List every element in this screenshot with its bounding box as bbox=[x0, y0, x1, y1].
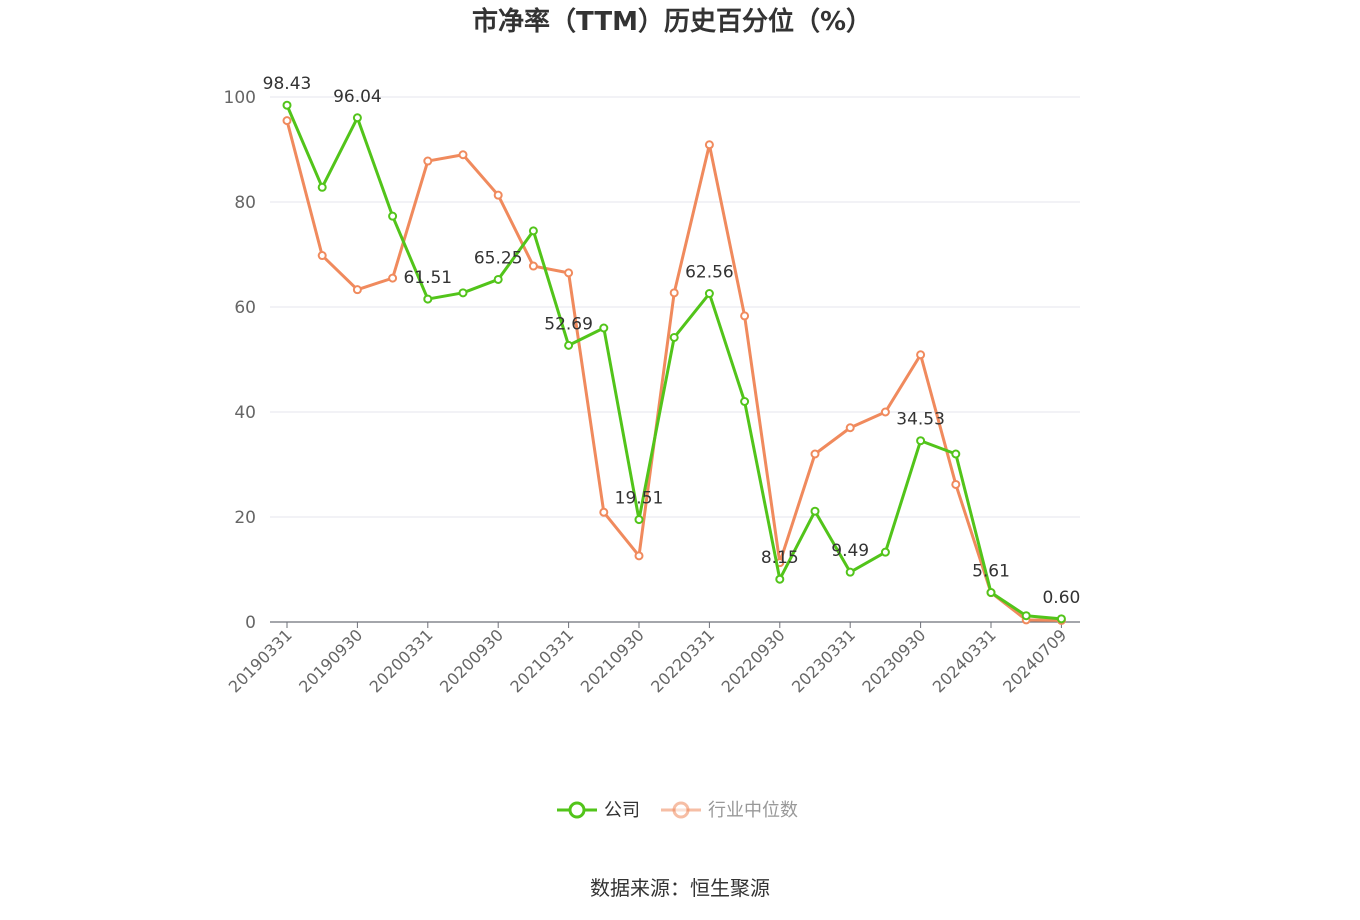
data-label: 5.61 bbox=[972, 562, 1010, 582]
data-point-1[interactable] bbox=[704, 140, 714, 150]
chart-title: 市净率（TTM）历史百分位（%） bbox=[472, 6, 872, 37]
data-point-0[interactable] bbox=[916, 436, 926, 446]
x-axis bbox=[270, 621, 1080, 628]
data-labels: 98.43 96.04 61.51 65.25 52.69 19.51 62.56 8.15 9… bbox=[263, 74, 1081, 608]
data-point-1[interactable] bbox=[564, 268, 574, 278]
data-point-0[interactable] bbox=[282, 100, 292, 110]
data-point-1[interactable] bbox=[493, 190, 503, 200]
series-line-0 bbox=[285, 104, 1062, 621]
legend-company-label: 公司 bbox=[604, 800, 640, 821]
data-label: 61.51 bbox=[403, 268, 452, 288]
data-point-0[interactable] bbox=[352, 113, 362, 123]
legend-industry-marker bbox=[672, 801, 690, 819]
y-tick-label: 0 bbox=[245, 613, 256, 633]
data-label: 52.69 bbox=[544, 314, 593, 334]
series-lines bbox=[282, 100, 1066, 625]
data-point-1[interactable] bbox=[880, 407, 890, 417]
data-point-1[interactable] bbox=[458, 150, 468, 160]
data-point-1[interactable] bbox=[528, 261, 538, 271]
data-point-1[interactable] bbox=[423, 156, 433, 166]
data-point-1[interactable] bbox=[388, 273, 398, 283]
data-point-1[interactable] bbox=[845, 423, 855, 433]
data-point-0[interactable] bbox=[423, 294, 433, 304]
data-point-0[interactable] bbox=[599, 323, 609, 333]
data-point-0[interactable] bbox=[951, 449, 961, 459]
legend-industry-label: 行业中位数 bbox=[708, 800, 798, 821]
data-point-1[interactable] bbox=[669, 288, 679, 298]
data-point-0[interactable] bbox=[634, 515, 644, 525]
legend-company-marker bbox=[568, 801, 586, 819]
data-point-0[interactable] bbox=[493, 274, 503, 284]
x-tick-label: 20220331 bbox=[647, 625, 718, 696]
data-point-1[interactable] bbox=[352, 285, 362, 295]
y-tick-label: 60 bbox=[234, 298, 256, 318]
data-label: 98.43 bbox=[263, 74, 312, 94]
data-point-0[interactable] bbox=[1021, 611, 1031, 621]
y-tick-label: 40 bbox=[234, 403, 256, 423]
data-point-0[interactable] bbox=[986, 588, 996, 598]
legend[interactable]: 公司 行业中位数 bbox=[557, 800, 798, 821]
data-point-0[interactable] bbox=[880, 547, 890, 557]
x-tick-label: 20200331 bbox=[366, 625, 437, 696]
data-point-1[interactable] bbox=[599, 507, 609, 517]
data-source: 数据来源：恒生聚源 bbox=[590, 876, 770, 900]
x-tick-label: 20220930 bbox=[718, 625, 789, 696]
legend-item-company[interactable]: 公司 bbox=[557, 800, 640, 821]
data-point-0[interactable] bbox=[704, 289, 714, 299]
data-label: 62.56 bbox=[685, 263, 734, 283]
series-line-1 bbox=[285, 120, 1062, 622]
legend-item-industry-median[interactable]: 行业中位数 bbox=[661, 800, 798, 821]
y-tick-label: 100 bbox=[224, 88, 256, 108]
data-label: 8.15 bbox=[761, 548, 799, 568]
x-tick-label: 20190331 bbox=[225, 625, 296, 696]
data-point-0[interactable] bbox=[1056, 614, 1066, 624]
x-tick-label: 20230930 bbox=[858, 625, 929, 696]
x-tick-label: 20240331 bbox=[929, 625, 1000, 696]
data-point-0[interactable] bbox=[810, 506, 820, 516]
data-point-0[interactable] bbox=[775, 574, 785, 584]
x-tick-label: 20190930 bbox=[295, 625, 366, 696]
data-point-0[interactable] bbox=[845, 567, 855, 577]
y-tick-label: 80 bbox=[234, 193, 256, 213]
y-tick-label: 20 bbox=[234, 508, 256, 528]
data-label: 0.60 bbox=[1042, 588, 1080, 608]
data-label: 9.49 bbox=[831, 541, 869, 561]
data-point-0[interactable] bbox=[528, 226, 538, 236]
x-tick-label: 20210331 bbox=[506, 625, 577, 696]
data-point-1[interactable] bbox=[634, 551, 644, 561]
x-tick-label: 20210930 bbox=[577, 625, 648, 696]
data-point-0[interactable] bbox=[564, 340, 574, 350]
data-point-0[interactable] bbox=[740, 397, 750, 406]
data-point-1[interactable] bbox=[916, 350, 926, 360]
data-point-1[interactable] bbox=[317, 251, 327, 261]
x-tick-label: 20200930 bbox=[436, 625, 507, 696]
data-point-0[interactable] bbox=[458, 288, 468, 298]
data-point-1[interactable] bbox=[810, 449, 820, 459]
y-axis: 0 20 40 60 80 100 bbox=[224, 88, 256, 633]
data-point-1[interactable] bbox=[951, 479, 961, 489]
data-point-1[interactable] bbox=[740, 311, 750, 321]
data-label: 65.25 bbox=[474, 248, 523, 268]
data-point-0[interactable] bbox=[388, 211, 398, 221]
data-point-1[interactable] bbox=[282, 116, 292, 126]
x-tick-label: 20240709 bbox=[999, 625, 1070, 696]
x-tick-label: 20230331 bbox=[788, 625, 859, 696]
grid-lines bbox=[270, 96, 1080, 518]
data-label: 34.53 bbox=[896, 410, 945, 430]
x-tick-labels: 20190331 20190930 20200331 20200930 20210331… bbox=[225, 625, 1070, 696]
data-label: 96.04 bbox=[333, 87, 382, 107]
data-point-0[interactable] bbox=[317, 182, 327, 192]
data-label: 19.51 bbox=[615, 489, 664, 509]
data-point-0[interactable] bbox=[669, 332, 679, 342]
